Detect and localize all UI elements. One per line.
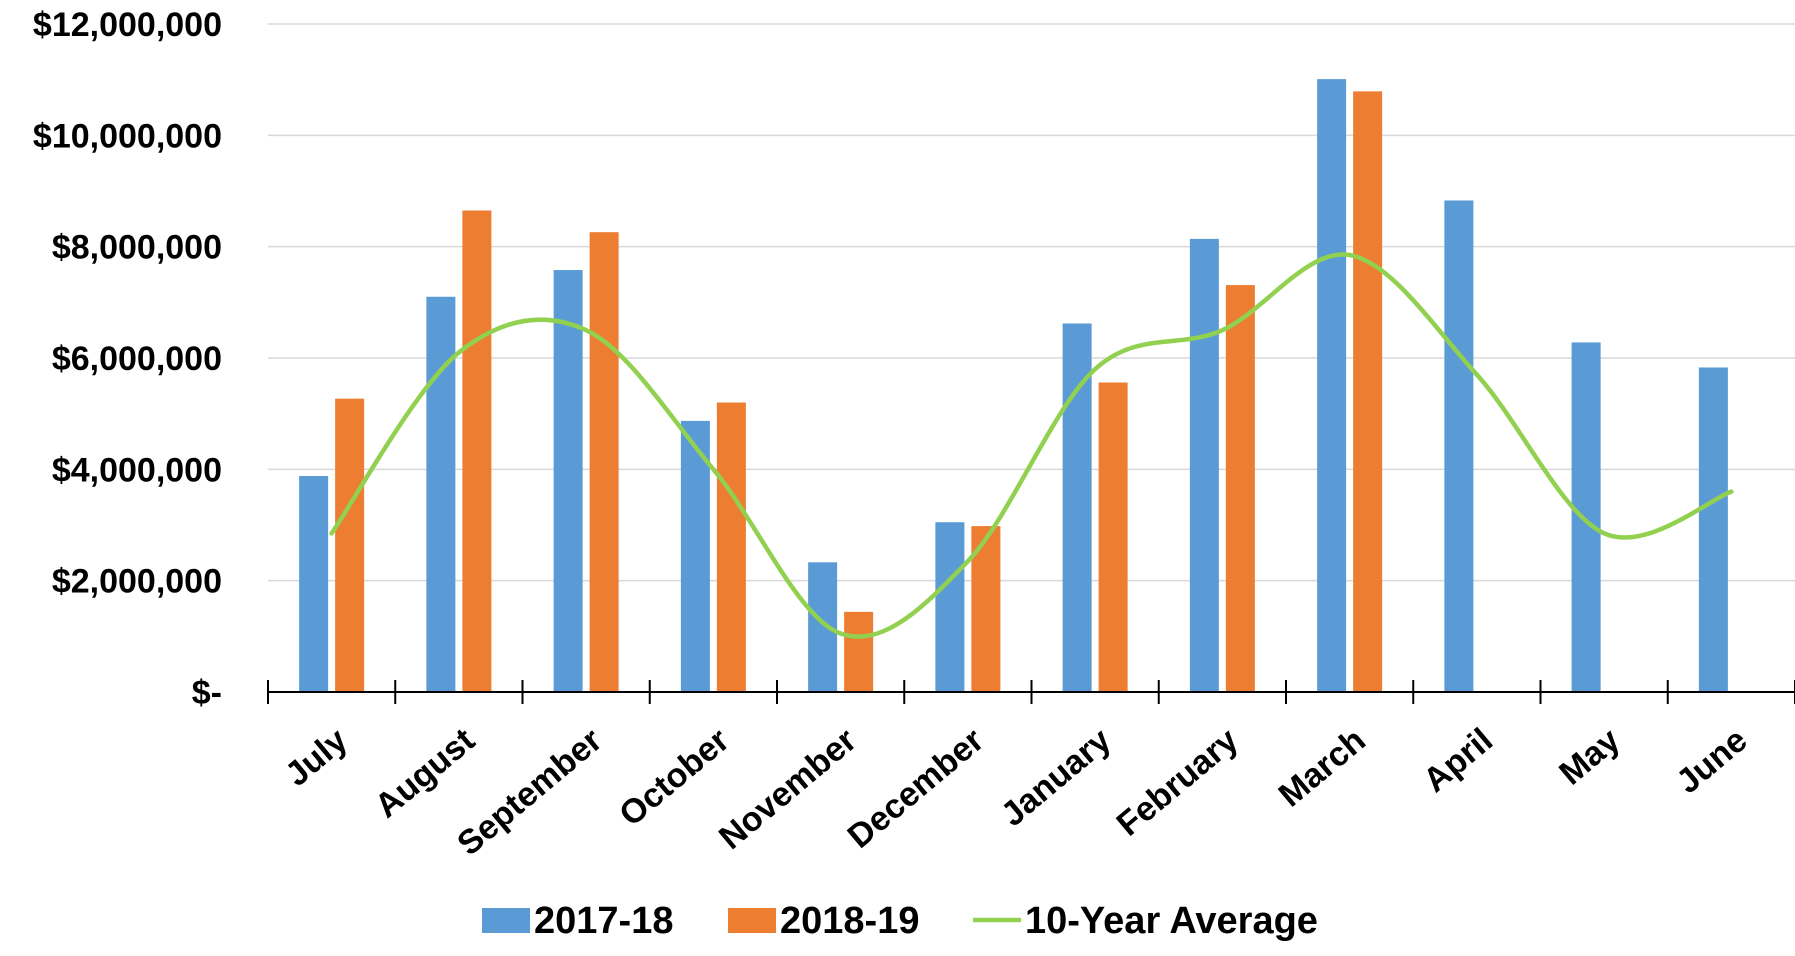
bar-layer bbox=[299, 79, 1728, 693]
bar-2018-19-February bbox=[1225, 285, 1255, 692]
bar-2017-18-January bbox=[1062, 323, 1092, 692]
y-axis: $- $2,000,000 $4,000,000 $6,000,000 $8,000,0… bbox=[33, 6, 222, 712]
x-tick-label: August bbox=[368, 721, 482, 825]
bar-2017-18-March bbox=[1317, 79, 1347, 693]
legend-label: 2018-19 bbox=[780, 900, 919, 942]
bar-2018-19-November bbox=[844, 611, 874, 692]
bar-2017-18-September bbox=[553, 270, 583, 692]
bar-2017-18-February bbox=[1189, 238, 1219, 692]
y-tick-label: $12,000,000 bbox=[33, 6, 222, 44]
bar-2017-18-April bbox=[1444, 200, 1474, 693]
bar-2017-18-October bbox=[680, 420, 710, 692]
bar-2018-19-July bbox=[335, 398, 365, 692]
x-axis bbox=[267, 680, 1795, 704]
x-tick-label: June bbox=[1669, 721, 1754, 801]
x-tick-label: December bbox=[841, 721, 991, 856]
y-tick-label: $4,000,000 bbox=[52, 451, 222, 489]
legend-label: 2017-18 bbox=[534, 900, 673, 942]
y-tick-label: $- bbox=[192, 674, 222, 712]
x-tick-label: May bbox=[1552, 721, 1627, 793]
bar-2017-18-August bbox=[426, 296, 456, 692]
bar-2017-18-June bbox=[1698, 367, 1728, 692]
bar-2018-19-October bbox=[716, 402, 746, 692]
legend: 2017-18 2018-19 10-Year Average bbox=[482, 900, 1318, 942]
bar-2017-18-May bbox=[1571, 342, 1601, 692]
line-series-10-Year Average bbox=[329, 252, 1734, 639]
y-tick-label: $8,000,000 bbox=[52, 229, 222, 267]
bar-2017-18-December bbox=[935, 522, 965, 692]
x-tick-label: July bbox=[278, 721, 355, 794]
legend-label: 10-Year Average bbox=[1025, 900, 1318, 942]
bar-2018-19-September bbox=[589, 232, 619, 692]
grid-layer bbox=[268, 23, 1795, 582]
bar-2018-19-January bbox=[1098, 382, 1128, 692]
legend-swatch bbox=[728, 908, 776, 933]
y-tick-label: $10,000,000 bbox=[33, 117, 222, 155]
x-tick-label: January bbox=[994, 721, 1118, 834]
y-tick-label: $6,000,000 bbox=[52, 340, 222, 378]
bar-2017-18-July bbox=[299, 476, 329, 692]
x-tick-label: April bbox=[1416, 721, 1500, 800]
x-tick-label: February bbox=[1110, 721, 1246, 844]
y-tick-label: $2,000,000 bbox=[52, 563, 222, 601]
x-tick-label: October bbox=[612, 721, 736, 834]
x-tick-label: March bbox=[1272, 721, 1373, 814]
line-layer bbox=[329, 252, 1734, 639]
legend-swatch bbox=[482, 908, 530, 933]
bar-2018-19-March bbox=[1353, 91, 1383, 692]
bar-2018-19-August bbox=[462, 210, 492, 692]
x-tick-label: November bbox=[712, 721, 864, 857]
